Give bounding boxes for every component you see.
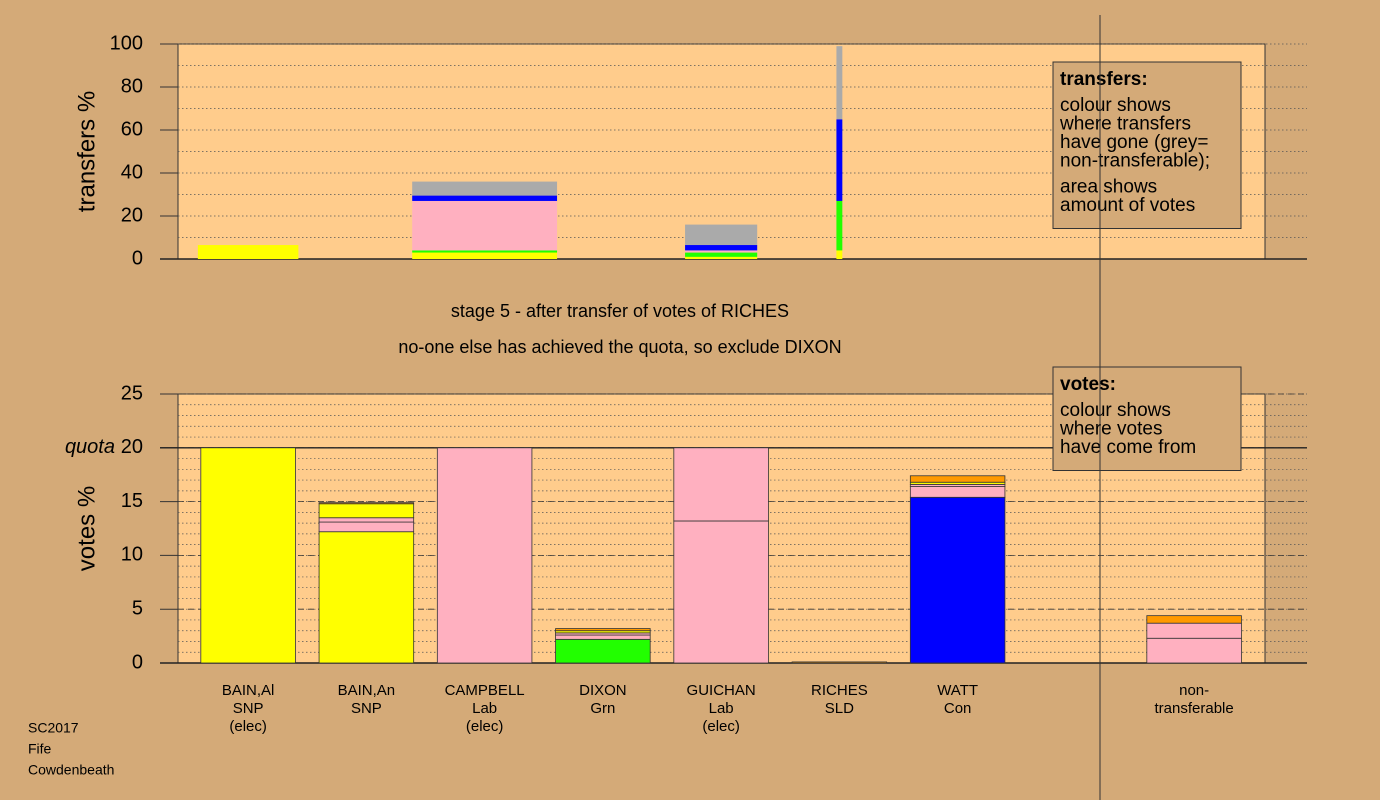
vote-segment — [436, 447, 533, 664]
y-tick-label: 100 — [110, 32, 143, 54]
legend-text: colour shows — [1060, 400, 1171, 421]
x-tick-label: SNP — [233, 700, 264, 717]
vote-segment — [318, 517, 415, 523]
transfer-segment — [685, 224, 758, 246]
subtitle: no-one else has achieved the quota, so e… — [398, 337, 841, 357]
transfer-segment — [412, 195, 558, 201]
y-tick-label: 0 — [132, 651, 143, 673]
transfer-segment — [412, 252, 558, 259]
y-tick-label: 80 — [121, 75, 143, 97]
transfer-segment — [685, 250, 758, 253]
x-tick-label: Con — [944, 700, 972, 717]
vote-segment — [909, 486, 1006, 498]
vote-segment — [318, 502, 415, 505]
legend-text: have come from — [1060, 437, 1196, 458]
vote-segment — [909, 475, 1006, 483]
vote-segment — [200, 447, 296, 664]
x-tick-label: (elec) — [466, 718, 504, 735]
transfer-segment — [836, 46, 843, 120]
vote-segment — [673, 447, 769, 522]
legend-text: where transfers — [1059, 114, 1191, 135]
vote-segment — [1146, 622, 1242, 639]
footer-text: Fife — [28, 741, 52, 757]
transfer-segment — [685, 256, 758, 259]
legend-box — [1052, 61, 1242, 229]
x-tick-label: BAIN,Al — [222, 682, 275, 699]
x-tick-label: CAMPBELL — [445, 682, 525, 699]
y-axis-label: transfers % — [73, 91, 100, 212]
legend-text: have gone (grey= — [1060, 132, 1208, 153]
vote-segment — [909, 496, 1006, 664]
transfer-segment — [836, 200, 843, 251]
legend-text: non-transferable); — [1060, 151, 1210, 172]
y-tick-label: 60 — [121, 118, 143, 140]
y-axis-label: votes % — [73, 486, 100, 571]
x-tick-label: transferable — [1155, 700, 1234, 717]
x-tick-label: Lab — [709, 700, 734, 717]
legend-title: votes: — [1060, 374, 1116, 395]
vote-segment — [791, 661, 888, 664]
legend-box — [1052, 366, 1242, 471]
y-tick-label: 10 — [121, 544, 143, 566]
x-tick-label: BAIN,An — [338, 682, 396, 699]
x-tick-label: SLD — [825, 700, 854, 717]
x-tick-label: DIXON — [579, 682, 627, 699]
subtitle: stage 5 - after transfer of votes of RIC… — [451, 301, 789, 321]
vote-segment — [555, 634, 651, 640]
x-tick-label: Grn — [590, 700, 615, 717]
vote-segment — [318, 503, 415, 519]
footer-text: SC2017 — [28, 720, 79, 736]
legend-text: colour shows — [1060, 95, 1171, 116]
x-tick-label: (elec) — [229, 718, 267, 735]
transfer-segment — [412, 181, 558, 196]
y-tick-label: 20 — [121, 436, 143, 458]
x-tick-label: GUICHAN — [687, 682, 756, 699]
vote-segment — [673, 520, 769, 664]
y-tick-label: 15 — [121, 490, 143, 512]
transfer-segment — [412, 250, 558, 253]
transfer-segment — [836, 250, 843, 259]
vote-segment — [318, 531, 415, 664]
y-tick-label: 5 — [132, 597, 143, 619]
y-tick-label: 25 — [121, 382, 143, 404]
vote-segment — [1146, 637, 1242, 664]
transfer-segment — [836, 119, 843, 201]
legend-title: transfers: — [1060, 69, 1148, 90]
legend-text: amount of votes — [1060, 195, 1195, 216]
transfer-segment — [197, 245, 299, 259]
x-tick-label: non- — [1179, 682, 1209, 699]
x-tick-label: Lab — [472, 700, 497, 717]
y-tick-label: 0 — [132, 247, 143, 269]
vote-segment — [318, 521, 415, 533]
vote-segment — [555, 638, 651, 664]
x-tick-label: WATT — [937, 682, 978, 699]
vote-segment — [1146, 615, 1242, 624]
legend-text: where votes — [1059, 419, 1162, 440]
x-tick-label: RICHES — [811, 682, 868, 699]
y-tick-label: 20 — [121, 204, 143, 226]
transfer-segment — [685, 252, 758, 257]
transfer-segment — [412, 200, 558, 251]
vote-segment — [555, 628, 651, 632]
legend-text: area shows — [1060, 177, 1157, 198]
y-tick-label: 40 — [121, 161, 143, 183]
x-tick-label: SNP — [351, 700, 382, 717]
transfer-segment — [685, 245, 758, 251]
footer-text: Cowdenbeath — [28, 762, 114, 778]
x-tick-label: (elec) — [702, 718, 740, 735]
quota-label: quota — [65, 436, 115, 458]
